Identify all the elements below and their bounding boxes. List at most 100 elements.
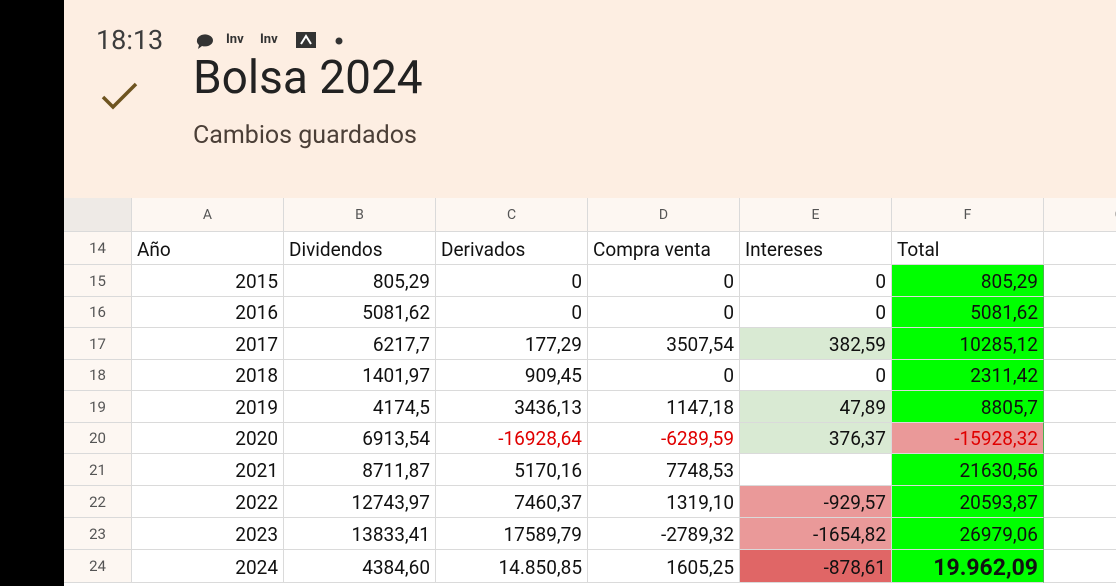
column-header[interactable]: F: [892, 198, 1044, 232]
cell[interactable]: 47,89: [740, 391, 892, 423]
cell[interactable]: 5170,16: [436, 454, 588, 486]
cell[interactable]: 0: [740, 265, 892, 297]
cell[interactable]: 0: [436, 297, 588, 328]
column-header[interactable]: C: [436, 198, 588, 232]
cell[interactable]: 8805,7: [892, 391, 1044, 423]
cell[interactable]: -6289,59: [588, 423, 740, 454]
cell[interactable]: Total: [892, 232, 1044, 265]
cell[interactable]: 1401,97: [284, 360, 436, 391]
cell[interactable]: 14.850,85: [436, 550, 588, 583]
cell[interactable]: 0: [436, 265, 588, 297]
cell[interactable]: 7460,37: [436, 486, 588, 518]
cell[interactable]: [1044, 423, 1116, 454]
cell[interactable]: 12743,97: [284, 486, 436, 518]
cell[interactable]: [1044, 232, 1116, 265]
cell[interactable]: -15928,32: [892, 423, 1044, 454]
cell[interactable]: 382,59: [740, 328, 892, 360]
cell[interactable]: 13833,41: [284, 518, 436, 550]
cell[interactable]: 5081,62: [284, 297, 436, 328]
row-number[interactable]: 16: [64, 297, 132, 328]
column-header[interactable]: A: [132, 198, 284, 232]
cell[interactable]: 6217,7: [284, 328, 436, 360]
cell[interactable]: 805,29: [284, 265, 436, 297]
row-number[interactable]: 15: [64, 265, 132, 297]
column-header[interactable]: B: [284, 198, 436, 232]
doc-title[interactable]: Bolsa 2024: [193, 51, 423, 105]
row-number[interactable]: 19: [64, 391, 132, 423]
row-number[interactable]: 23: [64, 518, 132, 550]
cell[interactable]: 20593,87: [892, 486, 1044, 518]
row-number[interactable]: 20: [64, 423, 132, 454]
cell[interactable]: 2017: [132, 328, 284, 360]
cell[interactable]: 0: [740, 297, 892, 328]
cell[interactable]: [1044, 486, 1116, 518]
cell[interactable]: Intereses: [740, 232, 892, 265]
cell[interactable]: 6913,54: [284, 423, 436, 454]
cell[interactable]: 2018: [132, 360, 284, 391]
cell[interactable]: 17589,79: [436, 518, 588, 550]
cell[interactable]: [1044, 454, 1116, 486]
cell[interactable]: [740, 454, 892, 486]
cell[interactable]: 0: [588, 265, 740, 297]
column-header[interactable]: G: [1044, 198, 1116, 232]
cell[interactable]: -878,61: [740, 550, 892, 583]
cell[interactable]: 1605,25: [588, 550, 740, 583]
cell[interactable]: -16928,64: [436, 423, 588, 454]
cell[interactable]: 21630,56: [892, 454, 1044, 486]
cell[interactable]: 5081,62: [892, 297, 1044, 328]
cell[interactable]: 2016: [132, 297, 284, 328]
row-number[interactable]: 14: [64, 232, 132, 265]
cell[interactable]: 4384,60: [284, 550, 436, 583]
status-time: 18:13: [96, 24, 164, 56]
cell[interactable]: 2311,42: [892, 360, 1044, 391]
cell[interactable]: 0: [740, 360, 892, 391]
cell[interactable]: 2020: [132, 423, 284, 454]
cell[interactable]: 1147,18: [588, 391, 740, 423]
cell[interactable]: 2015: [132, 265, 284, 297]
cell[interactable]: Dividendos: [284, 232, 436, 265]
cell[interactable]: -2789,32: [588, 518, 740, 550]
cell[interactable]: [1044, 550, 1116, 583]
cell[interactable]: Año: [132, 232, 284, 265]
cell[interactable]: 0: [588, 297, 740, 328]
cell[interactable]: 19.962,09: [892, 550, 1044, 583]
cell[interactable]: Derivados: [436, 232, 588, 265]
cell[interactable]: [1044, 518, 1116, 550]
row-number[interactable]: 17: [64, 328, 132, 360]
image-icon: [296, 32, 316, 48]
row-number[interactable]: 21: [64, 454, 132, 486]
cell[interactable]: 2024: [132, 550, 284, 583]
cell[interactable]: 8711,87: [284, 454, 436, 486]
cell[interactable]: 10285,12: [892, 328, 1044, 360]
cell[interactable]: Compra venta: [588, 232, 740, 265]
cell[interactable]: 4174,5: [284, 391, 436, 423]
cell[interactable]: [1044, 360, 1116, 391]
cell[interactable]: 2022: [132, 486, 284, 518]
cell[interactable]: 3436,13: [436, 391, 588, 423]
cell[interactable]: 2023: [132, 518, 284, 550]
cell[interactable]: 177,29: [436, 328, 588, 360]
cell[interactable]: 2019: [132, 391, 284, 423]
row-number[interactable]: 18: [64, 360, 132, 391]
check-icon[interactable]: [100, 80, 140, 114]
column-header[interactable]: D: [588, 198, 740, 232]
cell[interactable]: 7748,53: [588, 454, 740, 486]
cell[interactable]: [1044, 328, 1116, 360]
row-number[interactable]: 22: [64, 486, 132, 518]
cell[interactable]: [1044, 297, 1116, 328]
cell[interactable]: 1319,10: [588, 486, 740, 518]
cell[interactable]: 2021: [132, 454, 284, 486]
cell[interactable]: 26979,06: [892, 518, 1044, 550]
row-number[interactable]: 24: [64, 550, 132, 583]
cell[interactable]: 909,45: [436, 360, 588, 391]
cell[interactable]: 805,29: [892, 265, 1044, 297]
cell[interactable]: [1044, 391, 1116, 423]
cell[interactable]: [1044, 265, 1116, 297]
cell[interactable]: 3507,54: [588, 328, 740, 360]
cell[interactable]: 0: [588, 360, 740, 391]
cell[interactable]: -1654,82: [740, 518, 892, 550]
cell[interactable]: 376,37: [740, 423, 892, 454]
cell[interactable]: -929,57: [740, 486, 892, 518]
column-header[interactable]: E: [740, 198, 892, 232]
